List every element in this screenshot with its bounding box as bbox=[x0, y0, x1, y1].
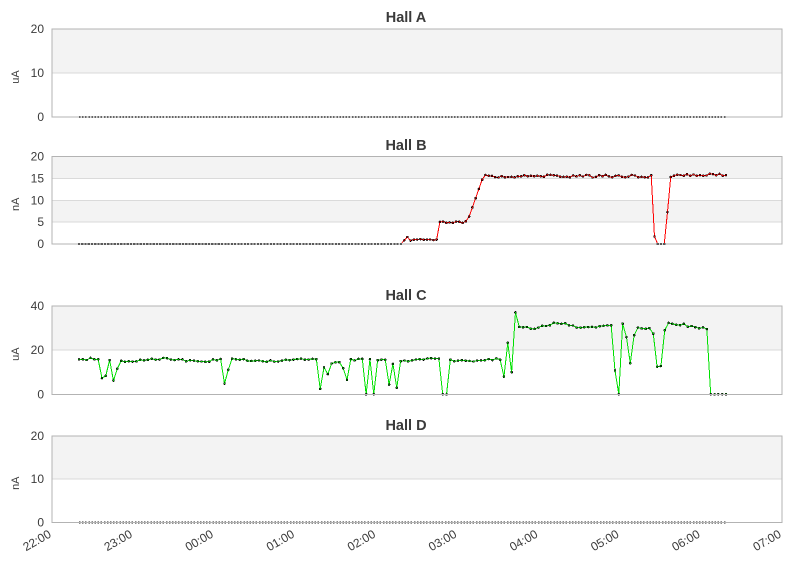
svg-text:15: 15 bbox=[31, 171, 45, 185]
svg-text:nA: nA bbox=[10, 476, 22, 490]
svg-text:Hall C: Hall C bbox=[385, 288, 427, 304]
svg-text:20: 20 bbox=[31, 150, 45, 164]
svg-text:5: 5 bbox=[37, 215, 44, 229]
svg-text:nA: nA bbox=[10, 197, 22, 211]
svg-text:20: 20 bbox=[31, 22, 45, 36]
svg-text:40: 40 bbox=[31, 299, 45, 313]
svg-text:0: 0 bbox=[37, 237, 44, 251]
svg-text:20: 20 bbox=[31, 429, 45, 443]
svg-text:Hall D: Hall D bbox=[385, 418, 426, 434]
svg-text:uA: uA bbox=[10, 70, 22, 84]
svg-text:uA: uA bbox=[10, 347, 22, 361]
svg-text:10: 10 bbox=[31, 472, 45, 486]
svg-text:Hall A: Hall A bbox=[386, 10, 427, 26]
svg-text:20: 20 bbox=[31, 343, 45, 357]
svg-text:0: 0 bbox=[37, 110, 44, 124]
svg-text:0: 0 bbox=[37, 515, 44, 529]
svg-text:Hall B: Hall B bbox=[385, 138, 426, 154]
svg-text:0: 0 bbox=[37, 387, 44, 401]
svg-text:10: 10 bbox=[31, 193, 45, 207]
svg-text:10: 10 bbox=[31, 66, 45, 80]
